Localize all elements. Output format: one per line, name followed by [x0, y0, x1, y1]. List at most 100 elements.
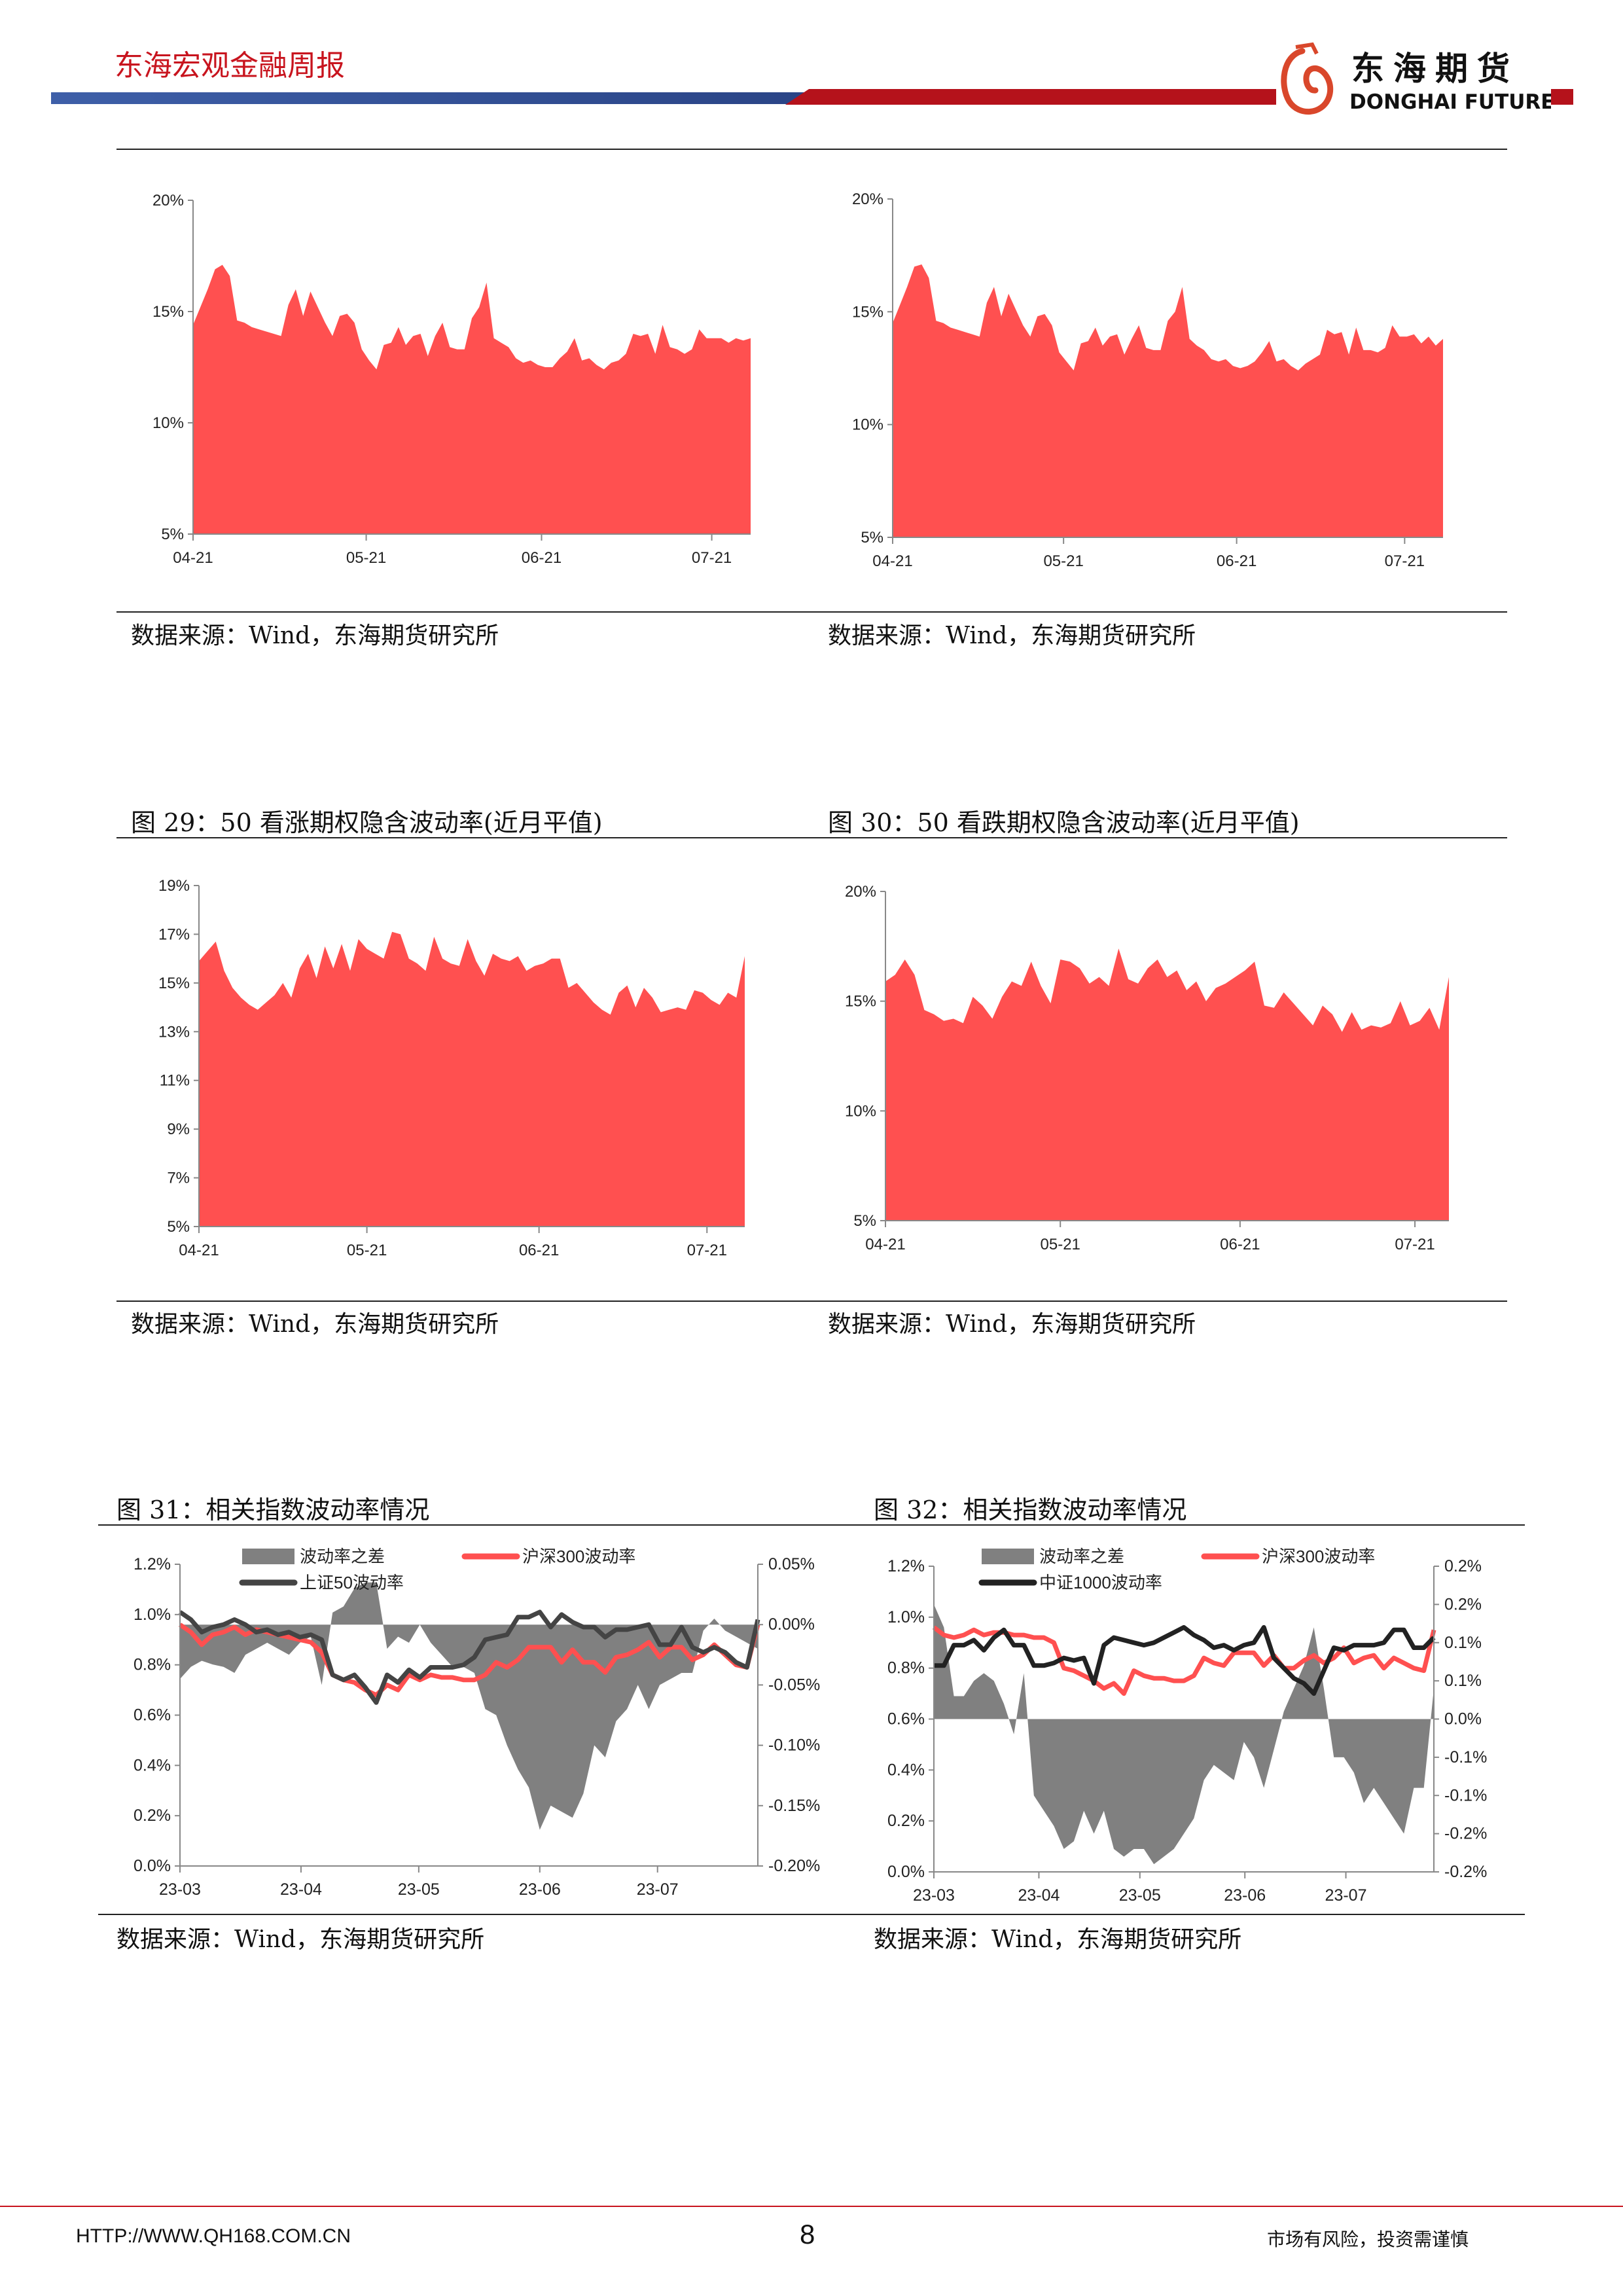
x-tick-label: 23-05: [398, 1880, 440, 1899]
x-tick-label: 05-21: [1041, 1236, 1080, 1253]
x-tick-label: 23-05: [1119, 1886, 1161, 1905]
y2-tick-label: -0.20%: [768, 1857, 820, 1875]
chart-fig29: 5% 7% 9% 11% 13% 15% 17% 19% 04-21 05-21 06-21 07-2…: [158, 877, 745, 1259]
area-series-0: [934, 1604, 1434, 1865]
legend-label: 沪深300波动率: [1262, 1547, 1375, 1566]
y2-tick-label: 0.1%: [1444, 1634, 1482, 1652]
y-tick-label: 0.6%: [887, 1710, 925, 1729]
y-tick-label: 15%: [845, 993, 876, 1011]
y-tick-label: 13%: [158, 1023, 190, 1041]
x-tick-label: 23-06: [519, 1880, 561, 1899]
y-tick-label: 5%: [853, 1212, 876, 1230]
x-tick-label: 23-07: [637, 1880, 679, 1899]
dragon-logo-icon: 东海期货 DONGHAI FUTURES: [1281, 42, 1569, 115]
chart-fig30: 5% 10% 15% 20% 04-21 05-21 06-21 07-21: [845, 883, 1449, 1253]
y-tick-label: 11%: [160, 1072, 190, 1090]
x-tick-label: 23-03: [913, 1886, 955, 1905]
y-tick-label: 1.0%: [887, 1608, 925, 1626]
y-tick-label: 1.2%: [134, 1555, 171, 1573]
source-fig30: 数据来源：Wind，东海期货研究所: [828, 1311, 1196, 1338]
caption-fig32: 图 32：相关指数波动率情况: [874, 1496, 1187, 1524]
logo-cn-text: 东海期货: [1351, 50, 1519, 88]
x-tick-label: 07-21: [692, 549, 732, 567]
y-tick-label: 5%: [861, 529, 883, 547]
y-tick-label: 0.2%: [887, 1812, 925, 1830]
legend-label: 中证1000波动率: [1039, 1573, 1162, 1592]
x-tick-label: 06-21: [519, 1242, 559, 1259]
y-tick-label: 15%: [852, 303, 883, 321]
y2-tick-label: -0.10%: [768, 1736, 820, 1755]
legend-label: 沪深300波动率: [522, 1547, 635, 1566]
header-bar-blue: [51, 92, 810, 104]
rule-caption-row2: [116, 837, 1507, 838]
y-tick-label: 9%: [167, 1121, 190, 1138]
x-tick-label: 23-07: [1325, 1886, 1367, 1905]
y2-tick-label: 0.00%: [768, 1615, 815, 1634]
y-tick-label: 20%: [852, 190, 883, 208]
y2-tick-label: 0.1%: [1444, 1672, 1482, 1690]
x-tick-label: 04-21: [872, 552, 912, 570]
x-tick-label: 04-21: [865, 1236, 905, 1253]
line-series-1: [932, 1625, 1436, 1696]
y-tick-label: 19%: [158, 877, 190, 895]
y-tick-label: 5%: [167, 1218, 190, 1236]
top-rule: [116, 149, 1507, 150]
y-tick-label: 5%: [161, 526, 184, 543]
x-tick-label: 23-06: [1224, 1886, 1266, 1905]
y-tick-label: 1.0%: [134, 1605, 171, 1624]
y2-tick-label: -0.05%: [768, 1676, 820, 1694]
y-tick-label: 0.0%: [887, 1863, 925, 1881]
y-tick-label: 10%: [152, 414, 184, 432]
y-tick-label: 0.4%: [887, 1761, 925, 1779]
y-tick-label: 0.6%: [134, 1706, 171, 1725]
x-tick-label: 23-04: [280, 1880, 322, 1899]
y-tick-label: 0.8%: [887, 1659, 925, 1677]
x-tick-label: 05-21: [347, 1242, 387, 1259]
rule-caption-row3: [98, 1524, 1525, 1526]
area-series-0: [199, 931, 745, 1227]
y-tick-label: 15%: [158, 975, 190, 992]
rule-row1: [116, 611, 1507, 613]
donghai-logo: 东海期货 DONGHAI FUTURES: [1276, 39, 1569, 121]
x-tick-label: 04-21: [173, 549, 213, 567]
legend-label: 波动率之差: [300, 1547, 385, 1566]
x-tick-label: 05-21: [346, 549, 386, 567]
footer-url-link[interactable]: HTTP://WWW.QH168.COM.CN: [76, 2225, 351, 2247]
report-title: 东海宏观金融周报: [115, 49, 345, 82]
y-tick-label: 20%: [152, 192, 184, 209]
footer-rule: [0, 2206, 1623, 2207]
source-fig32: 数据来源：Wind，东海期货研究所: [874, 1926, 1242, 1953]
logo-en-text: DONGHAI FUTURES: [1349, 90, 1551, 114]
y2-tick-label: 0.0%: [1444, 1710, 1482, 1729]
y-tick-label: 10%: [845, 1102, 876, 1120]
source-fig29: 数据来源：Wind，东海期货研究所: [131, 1311, 499, 1338]
line-series-2: [934, 1624, 1436, 1696]
caption-fig30: 图 30：50 看跌期权隐含波动率(近月平值): [828, 808, 1300, 837]
y2-tick-label: -0.1%: [1444, 1786, 1487, 1804]
y-tick-label: 1.2%: [887, 1557, 925, 1575]
line-series-2: [179, 1609, 760, 1705]
y2-tick-label: -0.1%: [1444, 1748, 1487, 1767]
y-tick-label: 17%: [158, 925, 190, 943]
x-tick-label: 07-21: [1395, 1236, 1435, 1253]
x-tick-label: 06-21: [1217, 552, 1257, 570]
caption-fig29: 图 29：50 看涨期权隐含波动率(近月平值): [131, 808, 603, 837]
area-series-0: [193, 264, 751, 534]
source-top-right: 数据来源：Wind，东海期货研究所: [828, 622, 1196, 649]
y2-tick-label: 0.2%: [1444, 1557, 1482, 1575]
caption-fig31: 图 31：相关指数波动率情况: [116, 1496, 430, 1524]
area-series-0: [893, 264, 1443, 537]
chart-top-left: 5% 10% 15% 20% 04-21 05-21 06-21 07-21: [152, 192, 751, 567]
y-tick-label: 20%: [845, 883, 876, 901]
chart-fig31: 0.0% 0.2% 0.4% 0.6% 0.8% 1.0% 1.2% -0.20% -0.15%…: [134, 1547, 820, 1899]
y2-tick-label: 0.2%: [1444, 1595, 1482, 1613]
y2-tick-label: -0.15%: [768, 1797, 820, 1815]
source-top-left: 数据来源：Wind，东海期货研究所: [131, 622, 499, 649]
area-series-0: [885, 948, 1449, 1221]
y-tick-label: 0.2%: [134, 1806, 171, 1825]
legend-swatch-area: [242, 1549, 294, 1564]
y-tick-label: 7%: [167, 1170, 190, 1187]
rule-row2: [116, 1300, 1507, 1302]
chart-fig32: 0.0% 0.2% 0.4% 0.6% 0.8% 1.0% 1.2% -0.2% -0.2% -0…: [887, 1547, 1487, 1905]
x-tick-label: 05-21: [1043, 552, 1083, 570]
